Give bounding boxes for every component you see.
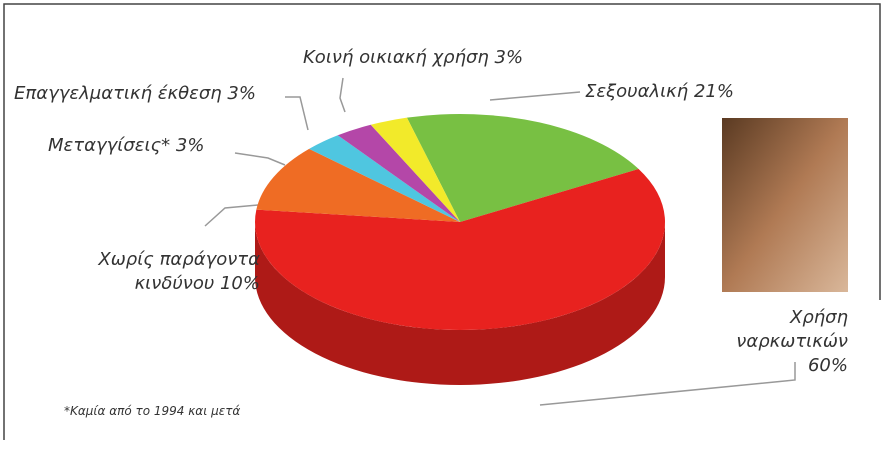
value-label: 21% — [693, 81, 734, 102]
slice — [309, 135, 460, 222]
slice — [256, 148, 460, 222]
value-label: 3% — [494, 47, 524, 68]
category-label: Επαγγελματική έκθεση — [14, 83, 222, 104]
slice-side — [255, 222, 665, 385]
category-label: Μεταγγίσεις* — [48, 135, 171, 156]
category-label: Χρήση ναρκωτικών — [736, 307, 848, 352]
category-label: Κοινή οικιακή χρήση — [303, 47, 489, 68]
slice-label: Κοινή οικιακή χρήση 3% — [303, 46, 523, 70]
slice — [406, 113, 639, 222]
category-label: Χωρίς παράγοντα κινδύνου — [98, 249, 260, 294]
slice-label: Επαγγελματική έκθεση 3% — [14, 82, 256, 106]
slice-label: Σεξουαλική 21% — [585, 80, 734, 104]
slice-label: Χρήση ναρκωτικών 60% — [706, 306, 848, 378]
slice-label: Μεταγγίσεις* 3% — [48, 134, 204, 158]
value-label: 10% — [219, 273, 260, 294]
footnote: *Καμία από το 1994 και μετά — [64, 404, 241, 418]
slice-label: Χωρίς παράγοντα κινδύνου 10% — [48, 248, 260, 296]
leader-lines — [204, 77, 796, 406]
slice — [255, 168, 666, 330]
value-label: 60% — [807, 355, 848, 376]
photo — [722, 118, 848, 292]
frame — [3, 3, 881, 440]
slice — [370, 117, 460, 222]
value-label: 3% — [227, 83, 256, 104]
slice — [337, 124, 460, 222]
value-label: 3% — [175, 135, 205, 156]
category-label: Σεξουαλική — [585, 81, 689, 102]
